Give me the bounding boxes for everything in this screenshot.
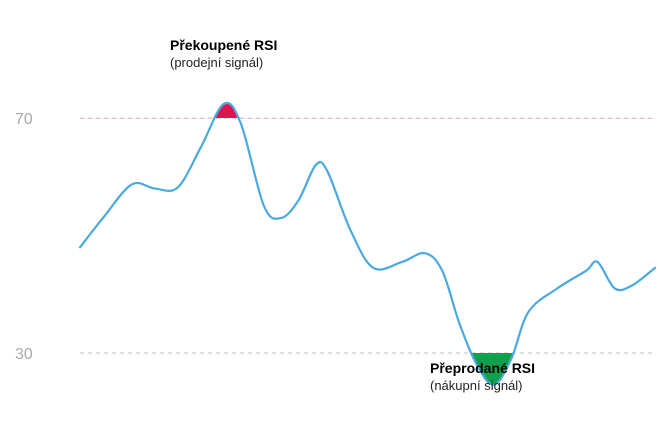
- oversold-annotation-subtitle: (nákupní signál): [430, 378, 523, 393]
- y-tick-label-70: 70: [15, 111, 33, 128]
- rsi-series-line: [78, 101, 657, 386]
- overbought-zone-fill: [80, 103, 655, 119]
- oversold-annotation: Přeprodané RSI (nákupní signál): [430, 360, 535, 393]
- reference-lines: [80, 117, 655, 354]
- oversold-annotation-title: Přeprodané RSI: [430, 360, 535, 376]
- oversold-zone-fill: [80, 353, 655, 385]
- overbought-annotation-title: Překoupené RSI: [170, 37, 277, 53]
- y-tick-labels: 70 30: [15, 111, 33, 363]
- y-tick-label-30: 30: [15, 346, 33, 363]
- overbought-annotation-subtitle: (prodejní signál): [170, 55, 263, 70]
- overbought-annotation: Překoupené RSI (prodejní signál): [170, 37, 277, 70]
